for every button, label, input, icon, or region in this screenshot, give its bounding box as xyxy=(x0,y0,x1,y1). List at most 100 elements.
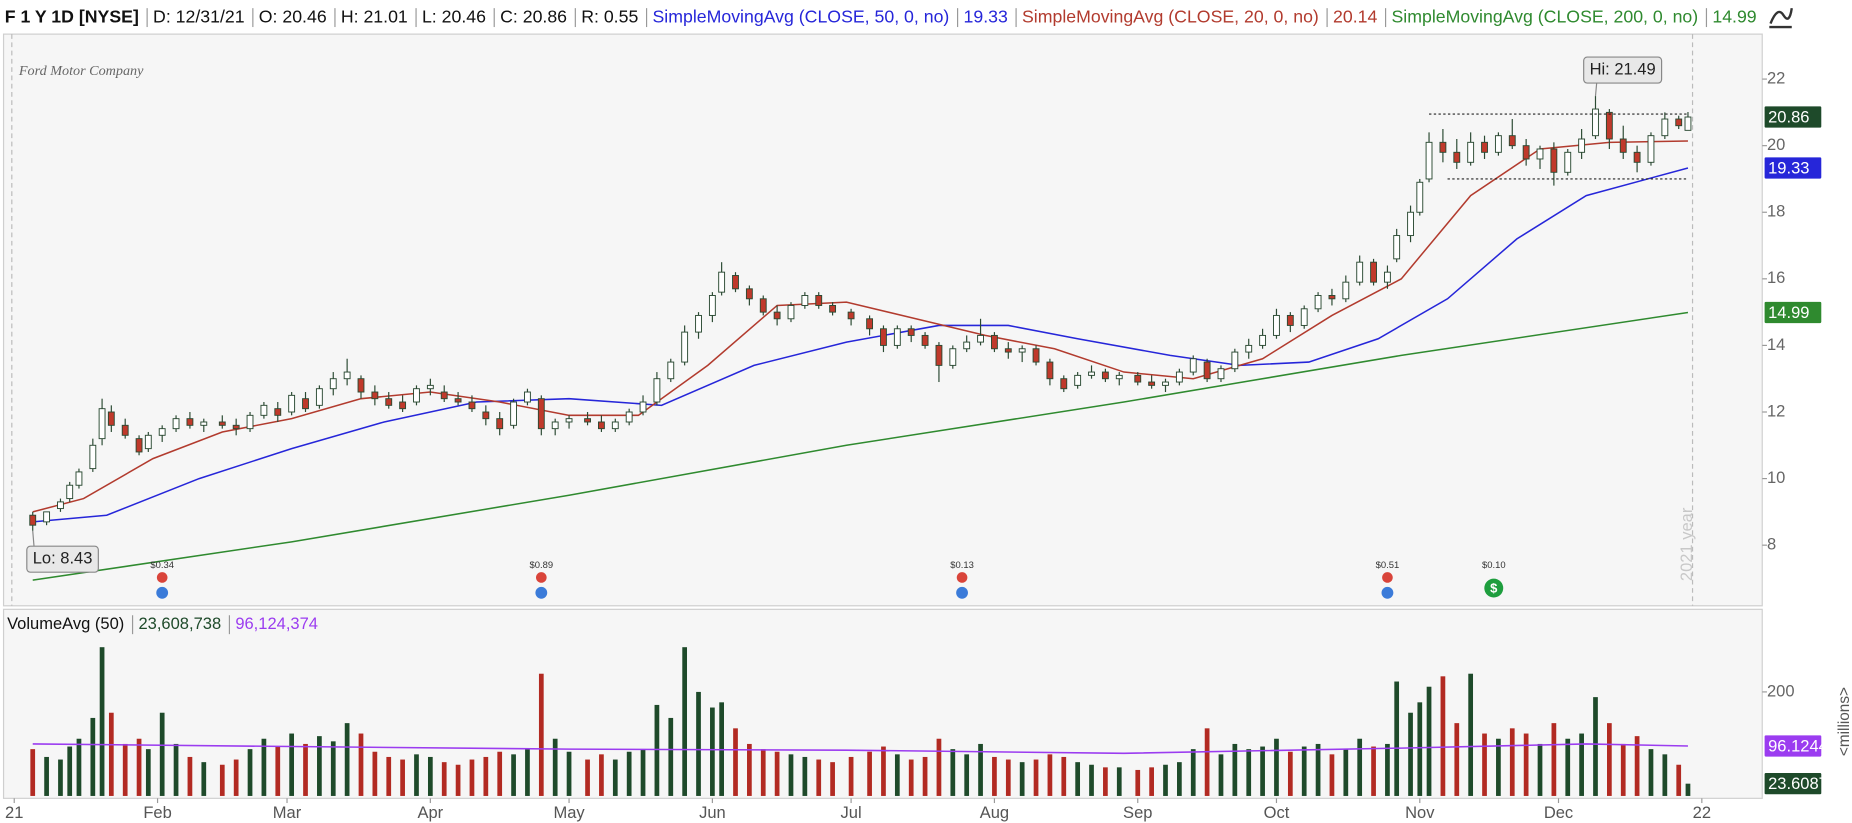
quote-field: D: 12/31/21 xyxy=(153,6,245,26)
volume-bar xyxy=(788,754,794,796)
volume-bar xyxy=(372,751,378,796)
dividend-pin xyxy=(156,586,169,599)
annotation-box xyxy=(26,545,99,573)
volume-bar xyxy=(1482,733,1487,796)
volume-bar xyxy=(1496,738,1501,796)
candle-body xyxy=(1245,344,1253,353)
candle-body xyxy=(1203,361,1211,380)
candle-body xyxy=(454,398,462,403)
volume-bar xyxy=(1371,746,1376,796)
price-label-box xyxy=(1764,735,1822,757)
volume-bar xyxy=(187,756,193,796)
candle-body xyxy=(935,344,943,366)
dividend-icon xyxy=(536,572,547,583)
volume-bar xyxy=(1408,712,1413,796)
volume-bar xyxy=(317,736,322,796)
volume-bar xyxy=(760,749,766,796)
price-label: 14.99 xyxy=(1768,303,1809,322)
volume-bar xyxy=(1579,733,1584,796)
candle-body xyxy=(708,295,716,316)
dividend-pin xyxy=(1381,586,1394,599)
candle-body xyxy=(1175,371,1183,383)
candle-body xyxy=(172,418,180,430)
candle-body xyxy=(1134,374,1142,383)
candle-body xyxy=(1416,181,1424,213)
candle-body xyxy=(98,408,106,440)
volume-bar xyxy=(233,759,239,796)
candle-body xyxy=(468,401,476,410)
volume-bar xyxy=(612,759,618,796)
dividend-label: $0.89 xyxy=(530,560,554,571)
volume-bar xyxy=(626,751,632,796)
volume-bar xyxy=(1329,754,1335,796)
candle-body xyxy=(787,304,795,320)
candle-body xyxy=(537,398,545,430)
candle-body xyxy=(639,401,647,413)
candle-body xyxy=(1101,371,1109,380)
volume-bar xyxy=(289,733,295,796)
candle-body xyxy=(1032,348,1040,363)
annotation-label: Hi: 21.49 xyxy=(1590,59,1656,78)
volume-bar xyxy=(1246,749,1252,796)
volume-bar xyxy=(538,673,544,796)
icon[interactable] xyxy=(1769,7,1793,29)
volume-bar xyxy=(1394,681,1400,796)
candle-body xyxy=(1425,141,1433,180)
candle-body xyxy=(949,348,957,366)
volume-bar xyxy=(816,759,822,796)
candle-body xyxy=(1286,314,1294,326)
volume-bar xyxy=(585,759,590,796)
volume-bar xyxy=(30,749,36,796)
candle-body xyxy=(759,298,767,313)
candle-body xyxy=(135,438,143,453)
quote-field: L: 20.46 xyxy=(422,6,486,26)
candle-body xyxy=(1578,138,1586,153)
candle-body xyxy=(681,331,689,363)
candle-body xyxy=(584,418,591,423)
volume-bar xyxy=(1385,743,1390,796)
volume-bar xyxy=(1315,743,1321,796)
volume-bar xyxy=(1343,749,1349,796)
candle-body xyxy=(1356,261,1364,283)
price-label-box xyxy=(1764,106,1822,128)
volume-bar xyxy=(483,756,489,796)
volume-value: 23,608,738 xyxy=(138,614,221,633)
volume-bar xyxy=(1426,686,1432,796)
quote-field: C: 20.86 xyxy=(500,6,567,26)
dividend-label: $0.51 xyxy=(1376,560,1400,571)
volume-bar xyxy=(1075,762,1081,796)
quote-field: R: 0.55 xyxy=(581,6,638,26)
candle-body xyxy=(1018,348,1026,353)
price-label-box xyxy=(1764,773,1822,795)
study-value: 20.14 xyxy=(1333,6,1377,26)
dividend-pin xyxy=(956,586,968,599)
candle-body xyxy=(274,408,282,416)
dividend-icon xyxy=(1484,578,1504,598)
candle-body xyxy=(1328,295,1336,300)
candle-body xyxy=(43,511,51,523)
candle-body xyxy=(1661,118,1669,137)
volume-bar xyxy=(922,756,928,796)
volume-bar xyxy=(867,751,872,796)
price-label: 96.1244 xyxy=(1768,736,1828,755)
candle-body xyxy=(1647,135,1655,163)
volume-bar xyxy=(400,759,405,796)
volume-bar xyxy=(1417,702,1423,796)
candle-body xyxy=(667,361,675,380)
candle-body xyxy=(1592,108,1599,137)
volume-bar xyxy=(1149,767,1154,796)
volume-bar xyxy=(894,754,900,796)
style-icon[interactable] xyxy=(1766,4,1793,31)
volume-value: 96,124,374 xyxy=(235,614,318,633)
dividend-icon xyxy=(1382,572,1393,583)
volume-bar xyxy=(640,749,646,796)
candle-body xyxy=(815,295,823,306)
candle-body xyxy=(413,388,420,403)
volume-bar xyxy=(552,738,558,796)
volume-bar xyxy=(1676,764,1682,796)
x-tick-label: Sep xyxy=(1123,803,1152,822)
symbol: F 1 Y 1D [NYSE] xyxy=(5,6,139,26)
volume-bar xyxy=(1440,676,1446,796)
candle-body xyxy=(1675,118,1683,127)
